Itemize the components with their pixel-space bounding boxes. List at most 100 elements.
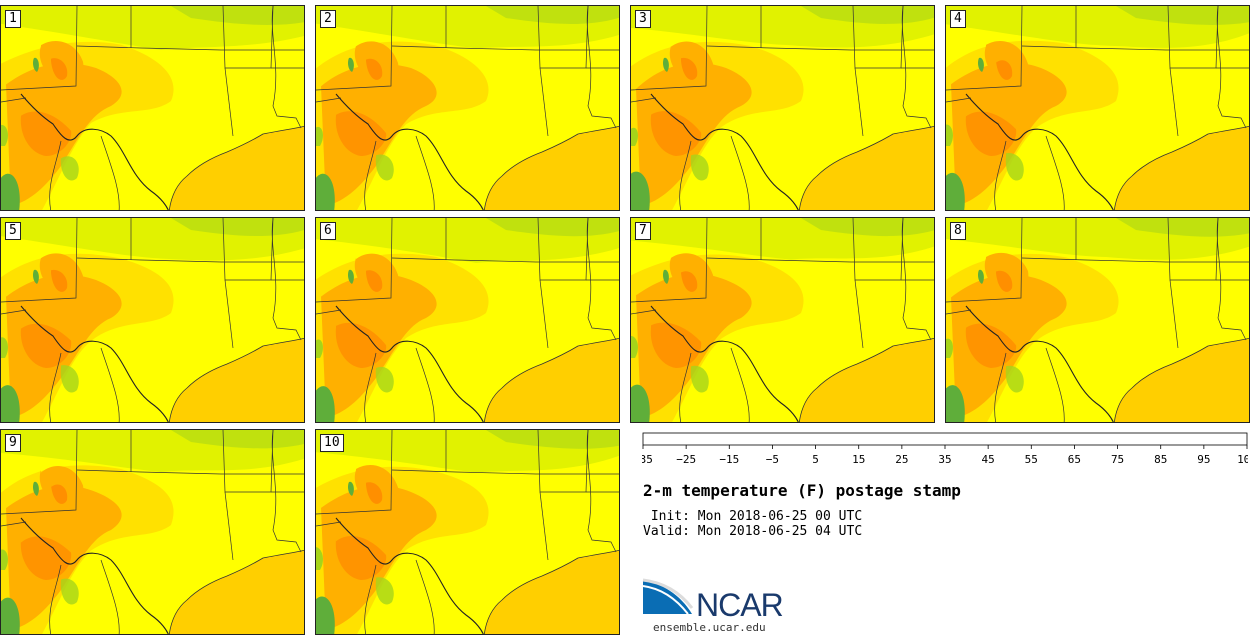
international-border bbox=[965, 305, 1114, 422]
temperature-map bbox=[316, 430, 619, 634]
mountain-cool bbox=[1005, 365, 1024, 393]
state-border bbox=[946, 218, 1023, 303]
international-border bbox=[631, 309, 657, 315]
state-border bbox=[537, 6, 589, 69]
international-border bbox=[650, 93, 799, 210]
mountain-cool bbox=[1, 337, 8, 358]
mountain-cool bbox=[33, 269, 39, 284]
gulf-of-mexico bbox=[168, 125, 304, 210]
ensemble-member-panel: 8 bbox=[945, 217, 1250, 423]
member-number-label: 2 bbox=[320, 10, 336, 28]
state-border bbox=[1, 6, 78, 91]
gulf-of-mexico bbox=[168, 549, 304, 634]
state-border bbox=[852, 6, 904, 69]
international-border bbox=[650, 305, 799, 422]
mountain-cool bbox=[978, 269, 984, 284]
international-border bbox=[20, 305, 169, 422]
state-border bbox=[76, 257, 304, 263]
colorbar-tick-label: 105 bbox=[1237, 453, 1248, 466]
state-border bbox=[901, 218, 932, 341]
state-border bbox=[271, 6, 302, 129]
mountain-cool bbox=[33, 57, 39, 72]
state-border bbox=[364, 140, 377, 210]
ensemble-member-panel: 10 bbox=[315, 429, 620, 635]
state-border bbox=[631, 6, 708, 91]
colorbar-tick-label: 25 bbox=[895, 453, 908, 466]
mountain-cool bbox=[1005, 152, 1024, 181]
mountain-cool bbox=[60, 156, 79, 181]
state-border bbox=[1167, 6, 1219, 69]
mountain-cool bbox=[1, 597, 20, 634]
international-border bbox=[20, 93, 169, 210]
gulf-of-mexico bbox=[168, 337, 304, 422]
state-border bbox=[316, 6, 393, 91]
mountain-cool bbox=[1, 124, 8, 146]
mountain-cool bbox=[316, 339, 323, 358]
international-border bbox=[335, 305, 484, 422]
ensemble-member-panel: 4 bbox=[945, 5, 1250, 211]
state-border bbox=[49, 352, 62, 422]
cool-region bbox=[486, 218, 619, 237]
mountain-cool bbox=[690, 365, 709, 393]
state-border bbox=[49, 564, 62, 634]
international-border bbox=[316, 97, 342, 103]
state-border bbox=[854, 67, 864, 137]
mountain-cool bbox=[316, 386, 335, 422]
hottest-region bbox=[20, 111, 72, 156]
state-border bbox=[946, 6, 1023, 91]
state-border bbox=[415, 135, 435, 210]
hot-region bbox=[984, 40, 1029, 83]
hottest-region bbox=[681, 271, 698, 292]
cool-region bbox=[171, 430, 304, 449]
mountain-cool bbox=[348, 481, 354, 496]
state-border bbox=[1169, 67, 1179, 137]
gulf-of-mexico bbox=[483, 549, 619, 634]
ensemble-member-panel: 5 bbox=[0, 217, 305, 423]
cool-region bbox=[486, 430, 619, 449]
state-border bbox=[391, 469, 619, 475]
mountain-cool bbox=[946, 124, 953, 146]
colorbar-tick-label: 35 bbox=[938, 453, 951, 466]
state-border bbox=[631, 218, 708, 303]
state-border bbox=[1021, 257, 1249, 263]
gulf-of-mexico bbox=[1113, 337, 1249, 422]
state-border bbox=[100, 135, 120, 210]
cool-region bbox=[171, 6, 304, 25]
temperature-map bbox=[316, 218, 619, 422]
mountain-cool bbox=[946, 385, 965, 422]
ensemble-member-panel: 1 bbox=[0, 5, 305, 211]
mountain-cool bbox=[978, 57, 984, 72]
state-border bbox=[316, 430, 393, 515]
state-border bbox=[391, 45, 619, 51]
valid-time: Valid: Mon 2018-06-25 04 UTC bbox=[643, 524, 863, 539]
state-border bbox=[706, 45, 934, 51]
state-border bbox=[852, 218, 904, 281]
cool-region bbox=[801, 6, 934, 24]
colorbar-tick-label: 5 bbox=[812, 453, 819, 466]
hottest-region bbox=[366, 270, 383, 292]
state-border bbox=[415, 347, 435, 422]
site-url: ensemble.ucar.edu bbox=[653, 621, 766, 634]
member-number-label: 3 bbox=[635, 10, 651, 28]
figure-title: 2-m temperature (F) postage stamp bbox=[643, 481, 961, 500]
temperature-map bbox=[631, 6, 934, 210]
mountain-cool bbox=[33, 481, 39, 496]
hottest-region bbox=[51, 484, 68, 504]
state-border bbox=[539, 491, 549, 561]
init-time: Init: Mon 2018-06-25 00 UTC bbox=[643, 509, 863, 524]
hottest-region bbox=[335, 536, 387, 580]
state-border bbox=[1, 218, 78, 303]
member-number-label: 6 bbox=[320, 222, 336, 240]
hottest-region bbox=[366, 482, 383, 504]
mountain-cool bbox=[690, 154, 709, 181]
international-border bbox=[335, 93, 484, 210]
mountain-cool bbox=[631, 384, 650, 422]
state-border bbox=[224, 279, 234, 349]
state-border bbox=[539, 67, 549, 137]
ensemble-member-panel: 3 bbox=[630, 5, 935, 211]
mountain-cool bbox=[631, 336, 638, 358]
hottest-region bbox=[20, 323, 72, 368]
member-number-label: 8 bbox=[950, 222, 966, 240]
state-border bbox=[316, 218, 393, 303]
cool-region bbox=[486, 6, 619, 24]
